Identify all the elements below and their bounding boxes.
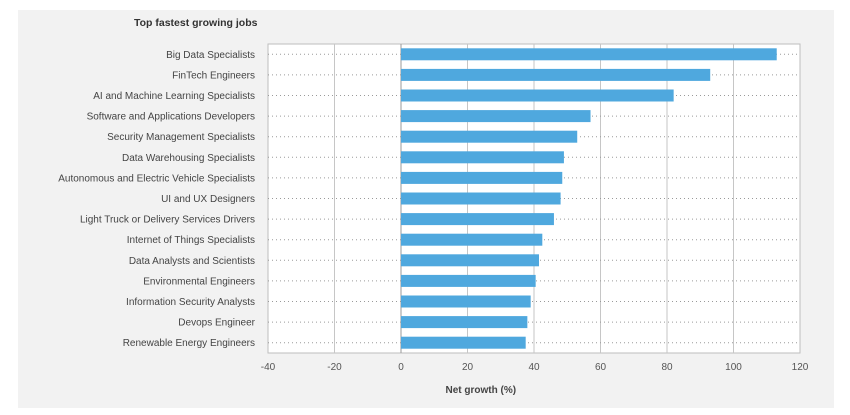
category-label: Devops Engineer — [178, 318, 255, 329]
x-tick-label: -40 — [261, 362, 276, 373]
category-labels: Big Data Specialists FinTech Engineers AI … — [58, 50, 255, 349]
x-tick-label: 60 — [595, 362, 607, 373]
category-label: Renewable Energy Engineers — [123, 338, 255, 349]
bars — [401, 48, 777, 349]
category-label: UI and UX Designers — [161, 194, 255, 205]
category-label: Internet of Things Specialists — [127, 235, 255, 246]
category-label: Environmental Engineers — [143, 276, 255, 287]
category-label: Autonomous and Electric Vehicle Speciali… — [58, 173, 255, 184]
x-tick-label: 100 — [725, 362, 742, 373]
bar — [401, 48, 777, 61]
bar — [401, 151, 564, 164]
category-label: Data Analysts and Scientists — [129, 256, 255, 267]
x-tick-label: 20 — [462, 362, 474, 373]
bar — [401, 213, 554, 226]
category-label: Information Security Analysts — [126, 297, 255, 308]
category-guides — [268, 53, 800, 344]
x-tick-label: 0 — [398, 362, 404, 373]
chart-title: Top fastest growing jobs — [134, 17, 258, 29]
x-tick-labels: -40 -20 0 20 40 60 80 100 120 — [261, 362, 809, 373]
chart-panel: Top fastest growing jobs Big Data Specia… — [18, 10, 834, 408]
x-tick-label: 40 — [528, 362, 540, 373]
bar — [401, 171, 563, 184]
category-label: Light Truck or Delivery Services Drivers — [80, 215, 255, 226]
bar — [401, 274, 536, 287]
bar — [401, 254, 539, 267]
bar — [401, 316, 528, 329]
bar — [401, 68, 711, 81]
bar — [401, 130, 578, 143]
x-tick-label: 120 — [792, 362, 809, 373]
category-label: Security Management Specialists — [107, 132, 255, 143]
bar — [401, 336, 526, 349]
x-tick-label: -20 — [327, 362, 342, 373]
bar-chart: Big Data Specialists FinTech Engineers AI … — [58, 43, 809, 396]
category-label: Data Warehousing Specialists — [122, 153, 255, 164]
category-label: Big Data Specialists — [166, 50, 255, 61]
bar — [401, 295, 531, 308]
bar — [401, 233, 543, 246]
category-label: Software and Applications Developers — [87, 112, 255, 123]
category-label: FinTech Engineers — [172, 70, 255, 81]
bar — [401, 89, 674, 102]
category-label: AI and Machine Learning Specialists — [93, 91, 255, 102]
x-axis-title: Net growth (%) — [446, 385, 517, 396]
bar — [401, 110, 591, 123]
x-tick-label: 80 — [661, 362, 673, 373]
bar — [401, 192, 561, 205]
